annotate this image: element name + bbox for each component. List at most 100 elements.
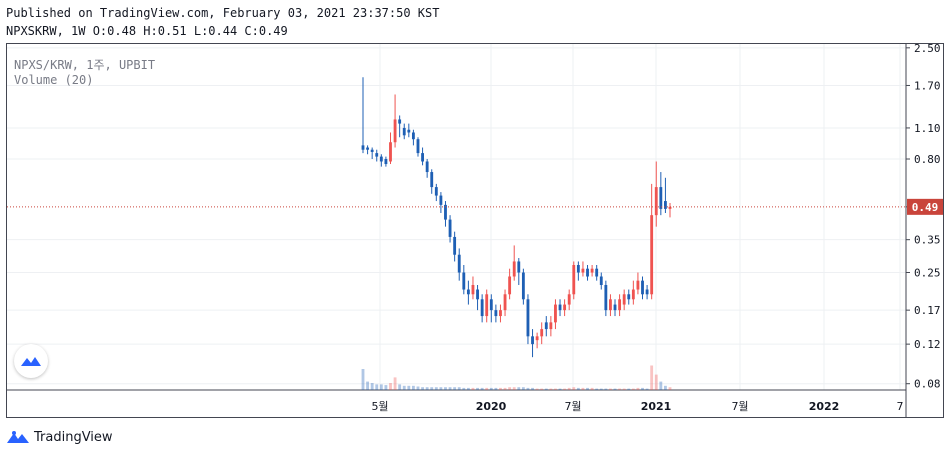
x-tick-label: 7월 [731,400,748,413]
volume-bar [659,381,663,390]
candle-body [622,294,626,305]
candle-body [581,268,585,273]
x-tick-label: 5월 [371,400,388,413]
volume-bar [531,387,534,390]
x-tick-label: 7월 [564,400,581,413]
candle-body [425,161,429,173]
candle-body [503,294,507,311]
candle-body [613,304,617,311]
candle-body [618,299,622,311]
volume-bar [402,385,406,390]
volume-bar [407,385,411,390]
candle-body [494,310,498,317]
candle-body [384,159,388,165]
volume-bar [535,388,539,390]
candle-body [389,142,392,162]
ohlc-line: NPXSKRW, 1W O:0.48 H:0.51 L:0.44 C:0.49 [6,24,288,38]
volume-bar [494,387,498,390]
y-tick-label: 0.12 [914,338,941,351]
candle-body [489,299,493,311]
volume-bar [654,374,658,390]
volume-bar [476,387,479,390]
candle-body [370,149,374,152]
candle-body [476,289,479,300]
y-tick-label: 0.17 [914,304,941,317]
volume-bar [636,387,640,390]
candle-body [517,261,521,273]
volume-bar [489,387,493,390]
candle-body [466,289,470,295]
candle-body [434,187,438,196]
last-price-label-bg [907,198,943,215]
candle-body [645,289,649,295]
candle-body [462,272,466,290]
candle-body [576,265,580,273]
volume-bar [668,387,672,390]
last-price-label: 0.49 [912,201,939,214]
footer: TradingView [6,428,113,446]
y-tick-label: 1.10 [914,122,941,135]
volume-bar [544,388,548,390]
candle-body [563,304,567,311]
candle-body [636,280,640,290]
volume-bar [375,384,379,390]
volume-bar [549,388,553,390]
candle-body [499,310,502,317]
candle-body [526,299,530,337]
volume-bar [366,381,370,390]
volume-bar [448,387,452,390]
volume-bar [586,387,589,390]
volume-bar [567,387,571,390]
volume-bar [599,388,603,390]
volume-bar [563,388,567,390]
candle-body [444,204,447,220]
volume-bar [526,387,530,390]
volume-bar [581,387,585,390]
candle-body [558,304,562,311]
candle-body [366,147,370,150]
volume-bar [393,377,397,390]
volume-bar [631,388,635,390]
candle-body [508,276,512,295]
y-tick-label: 0.35 [914,234,941,247]
volume-bar [650,365,654,390]
candle-body [544,322,548,330]
candle-body [407,129,411,133]
candle-body [641,280,644,295]
candle-body [631,289,635,300]
y-tick-label: 0.80 [914,153,941,166]
volume-bar [485,387,489,390]
candle-body [416,139,420,154]
candle-body [549,322,553,330]
volume-bar [663,385,667,390]
tradingview-badge[interactable] [14,344,48,378]
candle-body [663,201,667,209]
y-tick-label: 2.50 [914,42,941,55]
legend-volume: Volume (20) [14,73,94,87]
candle-body [586,268,589,277]
footer-brand: TradingView [34,429,113,445]
volume-bar [512,387,516,390]
candle-body [659,187,663,209]
volume-bar [558,388,562,390]
candle-body [609,299,612,311]
volume-bar [379,384,383,390]
volume-bar [499,387,502,390]
volume-bar [471,387,475,390]
volume-bar [645,388,649,390]
candle-body [375,153,379,157]
published-line: Published on TradingView.com, February 0… [6,6,440,20]
volume-bar [622,388,626,390]
volume-bar [434,387,438,390]
volume-bar [416,386,420,390]
legend-symbol: NPXS/KRW, 1주, UPBIT [14,58,156,72]
volume-bar [444,387,447,390]
candle-body [471,284,475,295]
candle-body [567,294,571,305]
tradingview-badge-icon [21,357,41,366]
volume-bar [453,387,457,390]
volume-bar [370,383,374,390]
candle-body [540,329,544,337]
volume-bar [462,387,466,390]
